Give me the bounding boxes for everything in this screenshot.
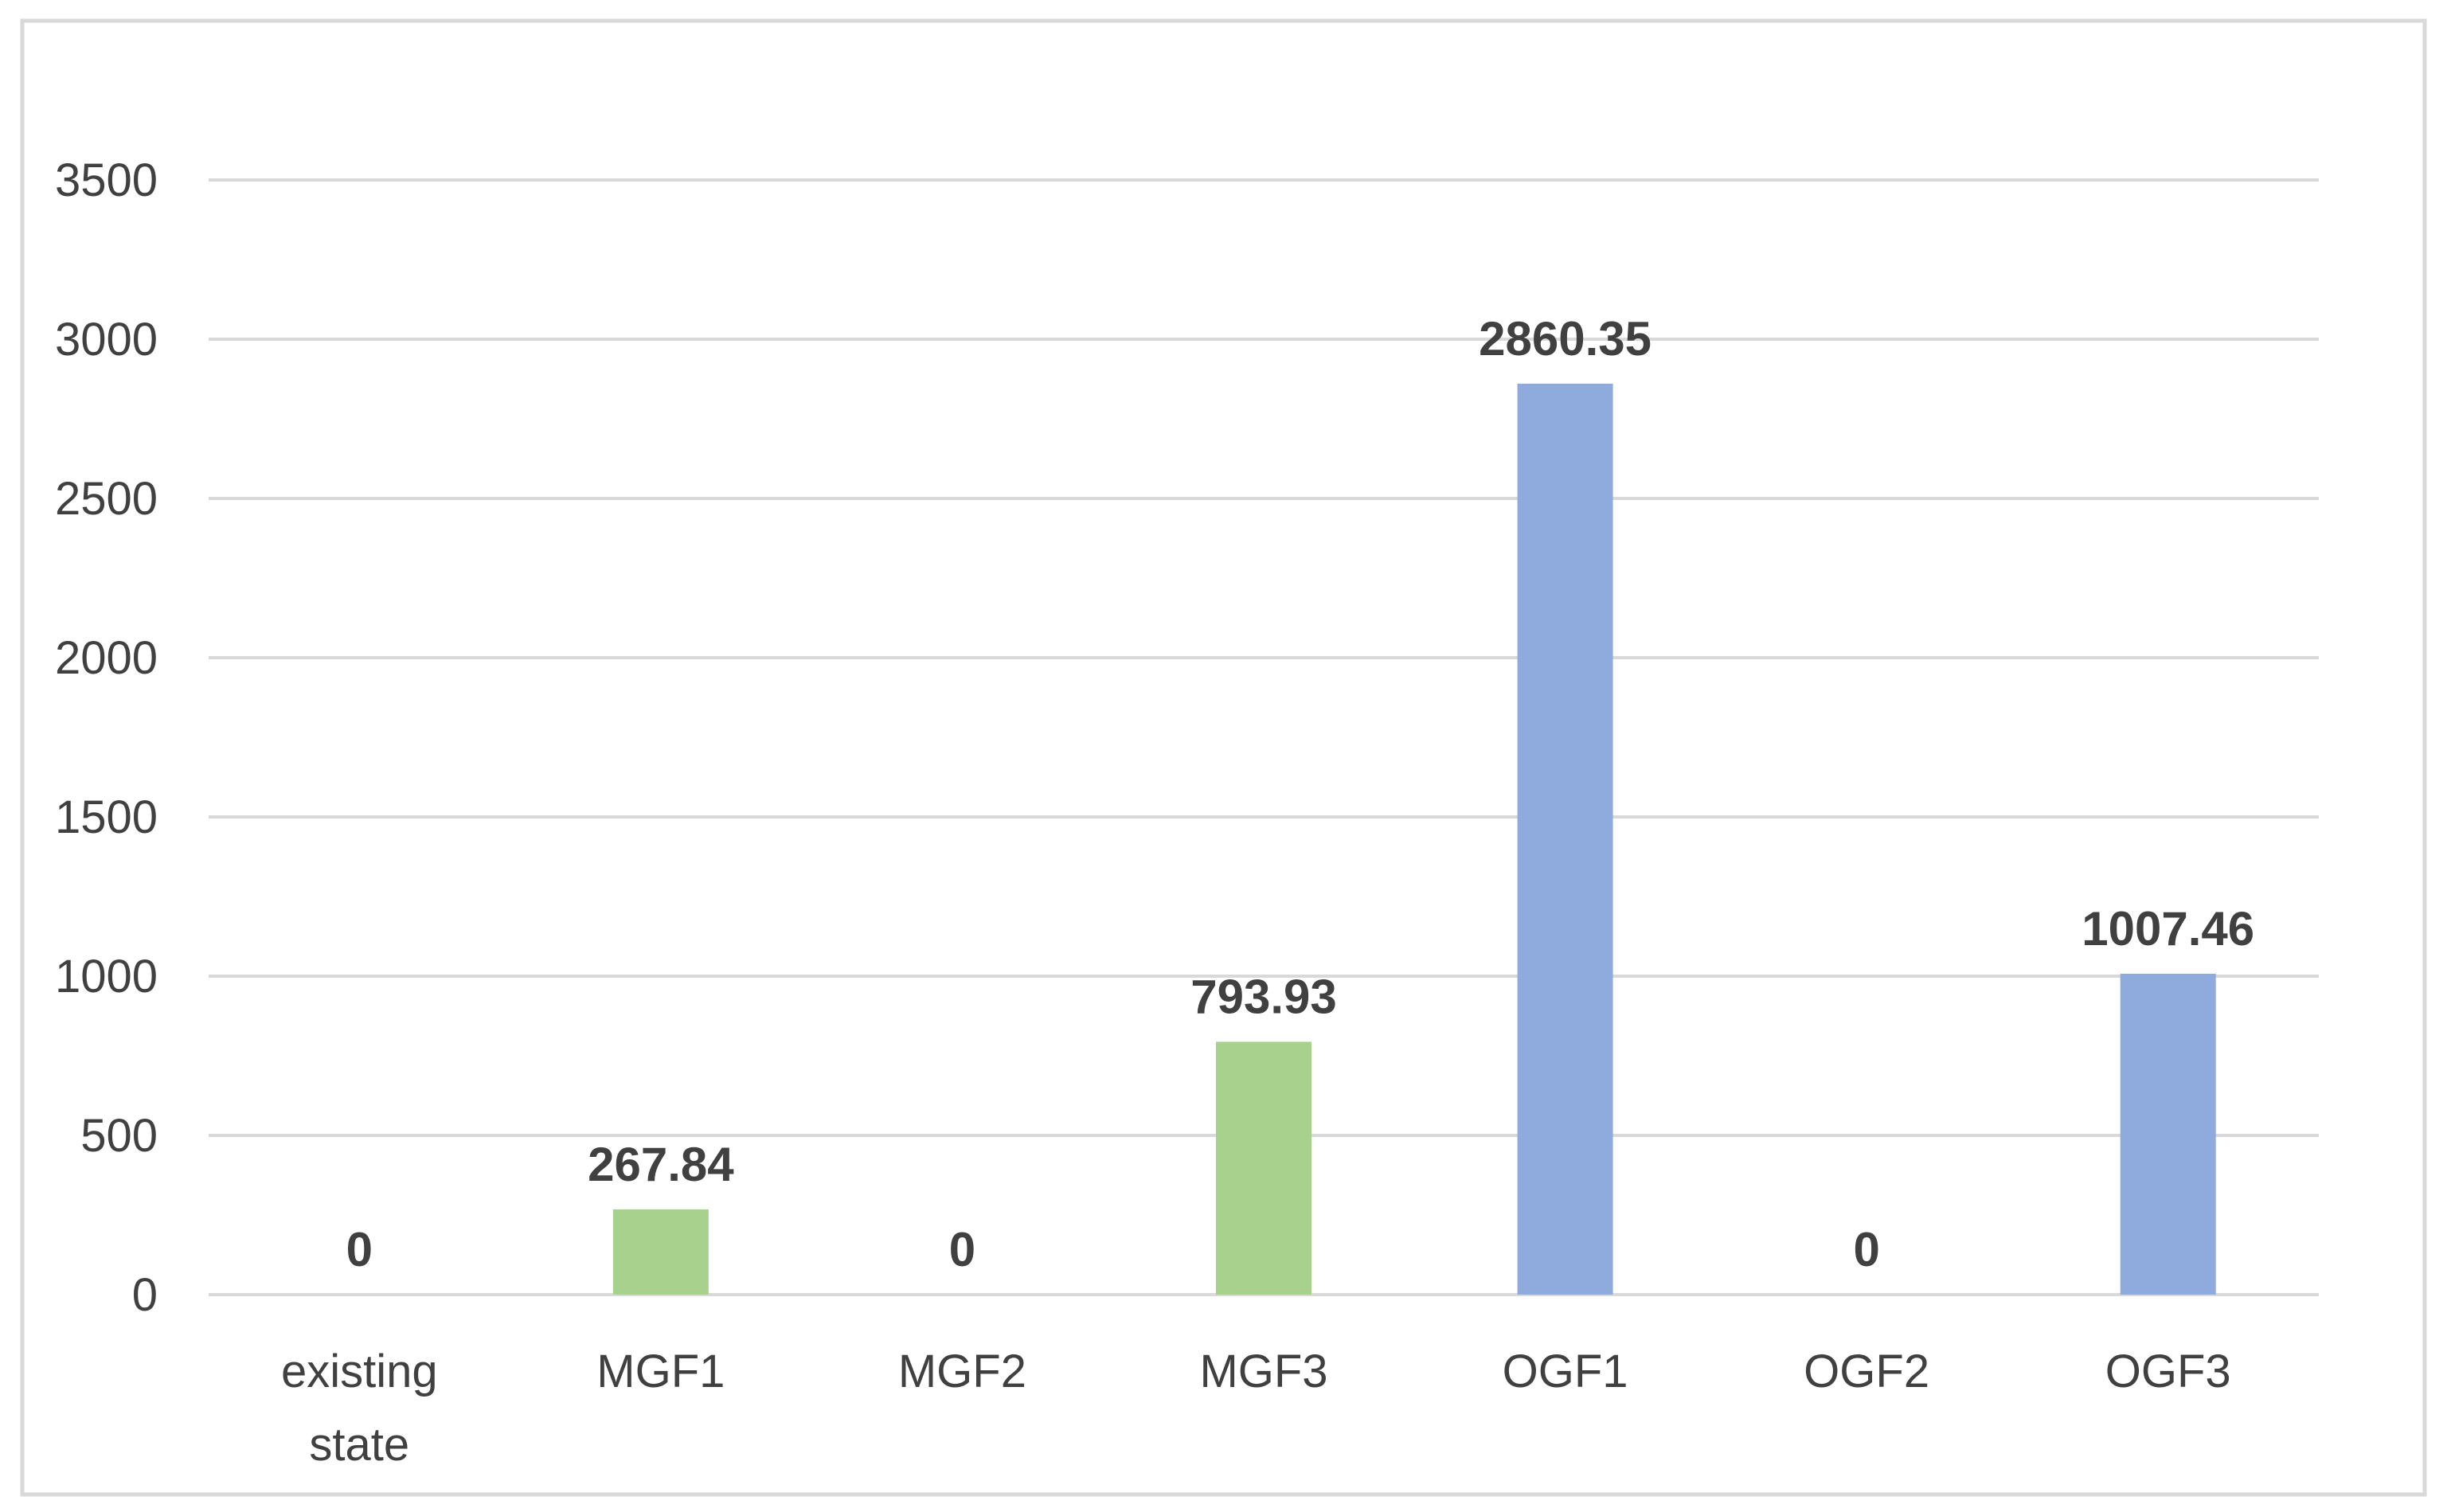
y-tick-label: 0 [132, 1269, 158, 1321]
x-tick-label: OGF1 [1503, 1346, 1628, 1397]
y-tick-label: 500 [80, 1110, 158, 1162]
data-label: 267.84 [588, 1138, 734, 1191]
data-label: 0 [346, 1223, 373, 1276]
bar [1517, 383, 1613, 1295]
y-tick-label: 3500 [55, 154, 158, 206]
x-axis-ticks: existing state MGF1 MGF2 MGF3 OGF1 OGF2 OGF3 [281, 1346, 2231, 1471]
data-label: 0 [949, 1223, 975, 1276]
bar [2120, 974, 2216, 1295]
y-tick-label: 1000 [55, 951, 158, 1002]
x-tick-label: existing state [281, 1346, 438, 1471]
y-tick-label: 3000 [55, 314, 158, 365]
x-tick-label: MGF1 [596, 1346, 725, 1397]
bar [1216, 1041, 1311, 1295]
bar [612, 1209, 709, 1295]
x-tick-label: MGF2 [898, 1346, 1026, 1397]
x-tick-label: OGF2 [1804, 1346, 1929, 1397]
x-tick-label: OGF3 [2105, 1346, 2231, 1397]
y-axis-ticks: 0 500 1000 1500 2000 2500 3000 3500 [55, 154, 158, 1321]
data-label: 2860.35 [1479, 312, 1652, 365]
data-label: 1007.46 [2082, 902, 2254, 955]
gridlines [209, 178, 2319, 1296]
data-label: 0 [1853, 1223, 1879, 1276]
data-labels: 0 267.84 0 793.93 2860.35 0 1007.46 [346, 312, 2255, 1276]
data-label: 793.93 [1190, 970, 1337, 1023]
y-tick-label: 1500 [55, 791, 158, 843]
y-tick-label: 2000 [55, 632, 158, 684]
bars [612, 383, 2216, 1295]
y-tick-label: 2500 [55, 473, 158, 525]
x-tick-label: MGF3 [1199, 1346, 1327, 1397]
